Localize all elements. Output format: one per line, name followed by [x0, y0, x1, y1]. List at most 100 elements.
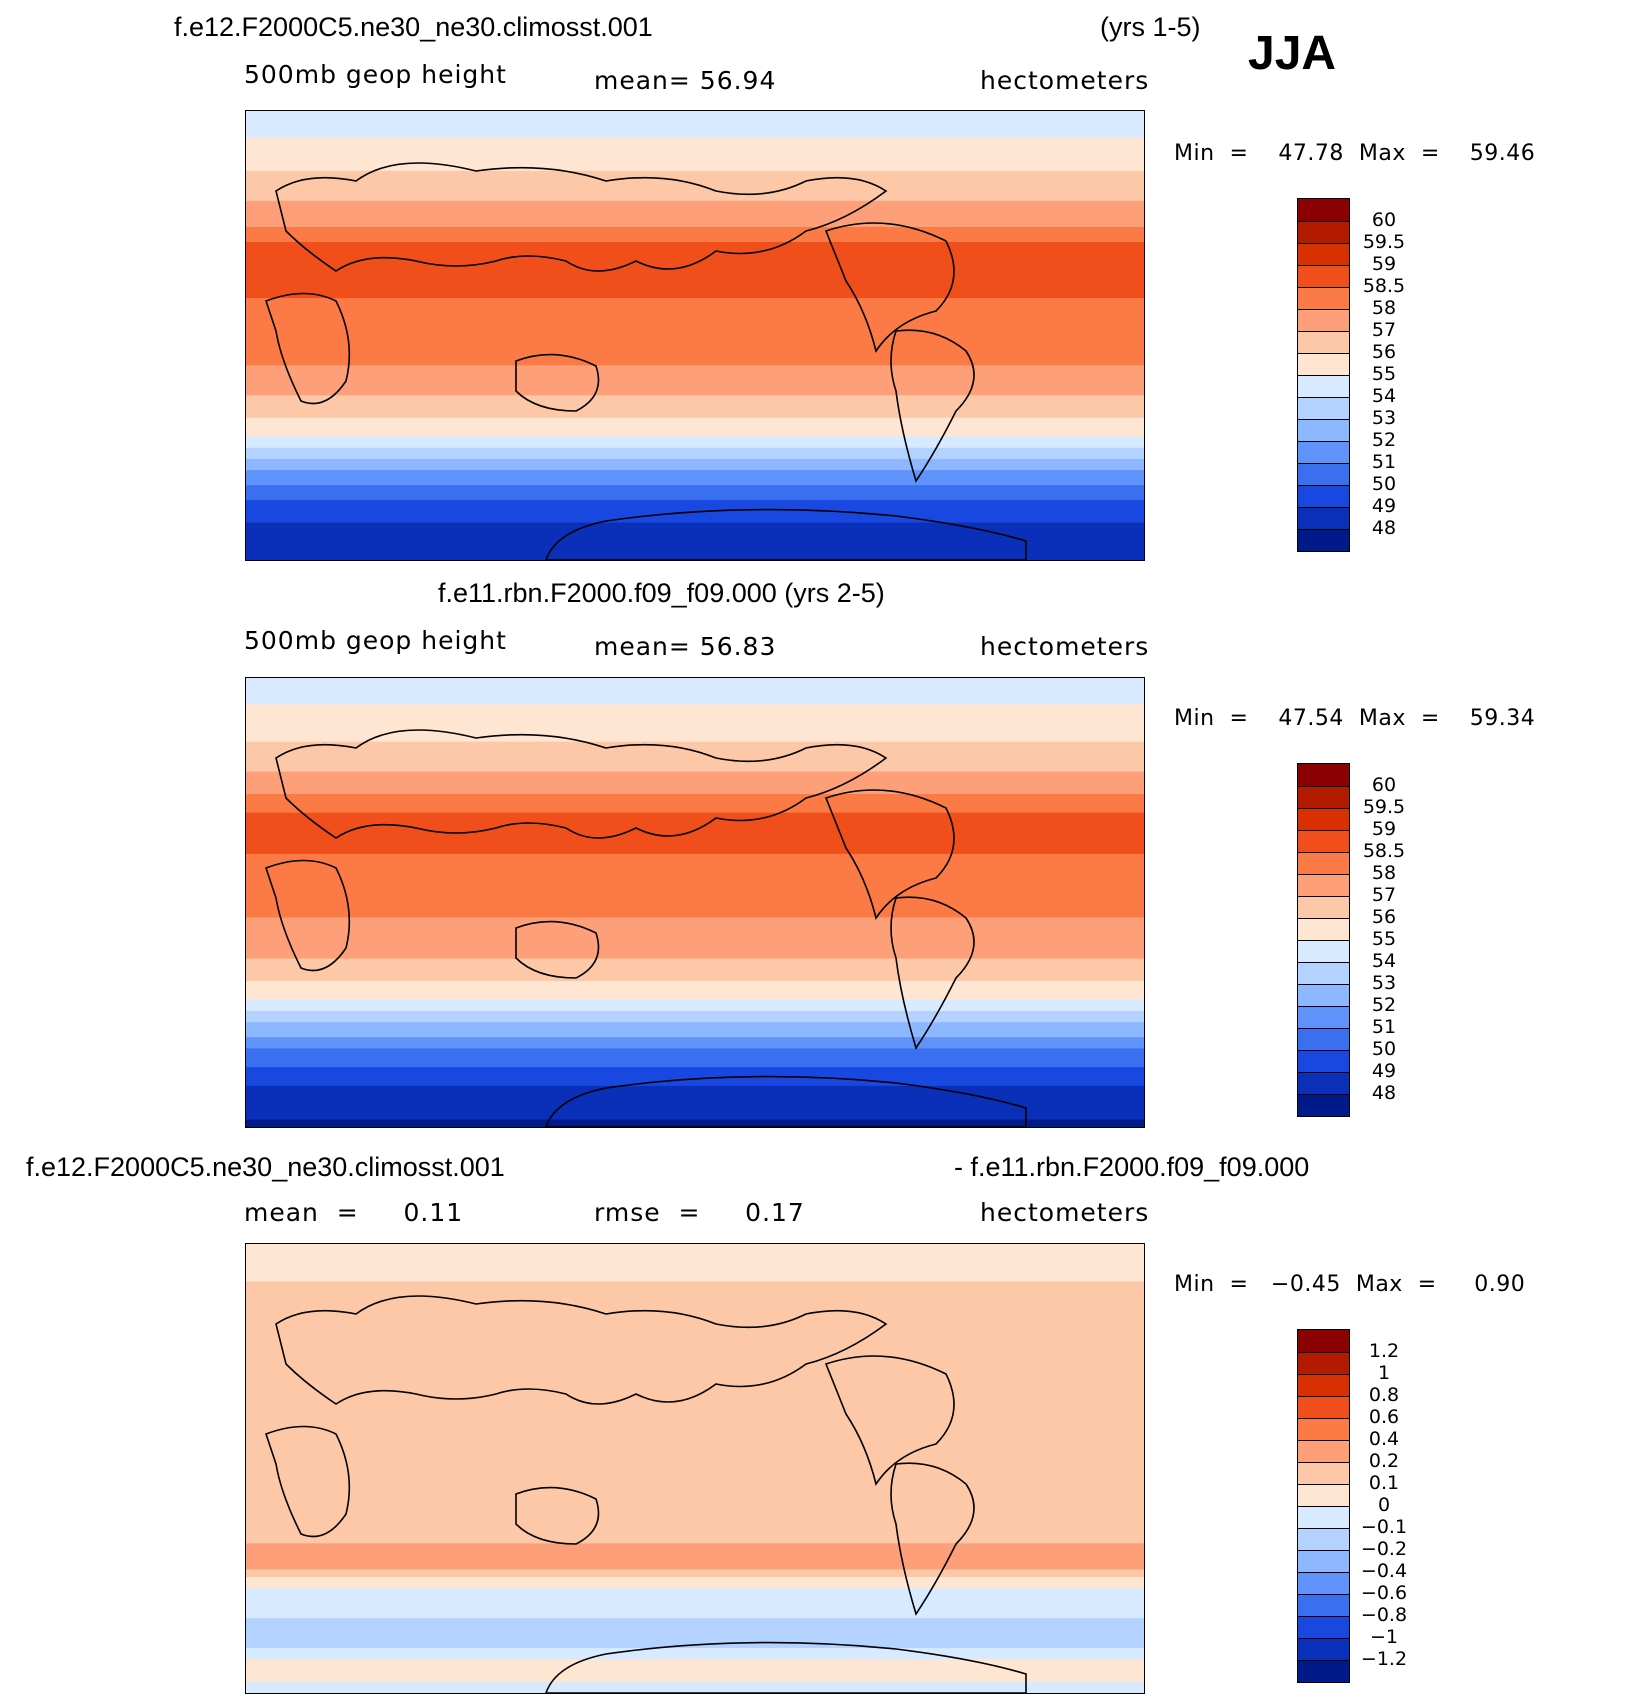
colorbar-cell — [1298, 1418, 1349, 1440]
zonal-band — [246, 125, 1144, 131]
panel3-minmax: Min = −0.45 Max = 0.90 — [1174, 1272, 1526, 1297]
zonal-band — [246, 1539, 1144, 1544]
zonal-band — [246, 782, 1144, 788]
zonal-band — [246, 1562, 1144, 1567]
zonal-band — [246, 556, 1144, 560]
colorbar-cell — [1298, 1616, 1349, 1638]
zonal-band — [246, 1040, 1144, 1046]
colorbar-cell — [1298, 874, 1349, 896]
zonal-band — [246, 1550, 1144, 1556]
zonal-band — [246, 1100, 1144, 1106]
zonal-band — [246, 1610, 1144, 1616]
zonal-band — [246, 1487, 1144, 1492]
panel1-colorbar — [1297, 198, 1350, 552]
zonal-band — [246, 921, 1144, 926]
zonal-band — [246, 1371, 1144, 1376]
zonal-band — [246, 294, 1144, 299]
zonal-band — [246, 958, 1144, 963]
zonal-band — [246, 1614, 1144, 1619]
colorbar-tick-label: 54 — [1371, 385, 1397, 407]
zonal-band — [246, 477, 1144, 483]
zonal-band — [246, 936, 1144, 941]
zonal-band — [246, 1625, 1144, 1630]
zonal-band — [246, 1663, 1144, 1668]
zonal-band — [246, 1434, 1144, 1440]
zonal-band — [246, 1408, 1144, 1413]
zonal-band — [246, 301, 1144, 307]
colorbar-cell — [1298, 1594, 1349, 1616]
colorbar-tick-label: 0.2 — [1368, 1450, 1400, 1472]
zonal-band — [246, 1251, 1144, 1256]
zonal-band — [246, 313, 1144, 318]
zonal-band — [246, 730, 1144, 735]
zonal-band — [246, 215, 1144, 221]
zonal-band — [246, 241, 1144, 247]
colorbar-tick-label: −0.6 — [1360, 1582, 1408, 1604]
zonal-band — [246, 342, 1144, 348]
zonal-band — [246, 174, 1144, 179]
panel3-rmse: rmse = 0.17 — [594, 1198, 805, 1227]
colorbar-tick-label: 57 — [1371, 884, 1397, 906]
colorbar-cell — [1298, 463, 1349, 485]
zonal-band — [246, 790, 1144, 795]
zonal-band — [246, 399, 1144, 404]
zonal-band — [246, 1288, 1144, 1294]
zonal-band — [246, 1543, 1144, 1548]
zonal-band — [246, 331, 1144, 337]
colorbar-tick-label: 58.5 — [1362, 840, 1406, 862]
zonal-band — [246, 1085, 1144, 1091]
colorbar-tick-label: −1 — [1369, 1626, 1398, 1648]
zonal-band — [246, 458, 1144, 464]
zonal-band — [246, 681, 1144, 687]
panel2-units: hectometers — [980, 632, 1150, 661]
colorbar-cell — [1298, 830, 1349, 852]
zonal-band — [246, 1277, 1144, 1283]
zonal-band — [246, 1033, 1144, 1038]
zonal-band — [246, 1577, 1144, 1582]
zonal-band — [246, 481, 1144, 486]
zonal-band — [246, 1509, 1144, 1514]
zonal-band — [246, 350, 1144, 355]
colorbar-tick-label: −0.1 — [1360, 1516, 1408, 1538]
zonal-band — [246, 823, 1144, 829]
colorbar-tick-label: 0 — [1377, 1494, 1391, 1516]
zonal-band — [246, 152, 1144, 157]
zonal-band — [246, 1603, 1144, 1608]
zonal-band — [246, 842, 1144, 847]
zonal-band — [246, 962, 1144, 967]
continent-outline — [890, 896, 975, 1050]
zonal-band — [246, 507, 1144, 512]
zonal-band — [246, 1449, 1144, 1455]
zonal-band — [246, 1330, 1144, 1335]
colorbar-tick-label: 51 — [1371, 1016, 1397, 1038]
colorbar-tick-label: 59 — [1371, 818, 1397, 840]
colorbar-cell — [1298, 764, 1349, 786]
zonal-band — [246, 906, 1144, 911]
zonal-band — [246, 320, 1144, 325]
colorbar-tick-label: 0.8 — [1368, 1384, 1400, 1406]
zonal-band — [246, 421, 1144, 426]
zonal-band — [246, 140, 1144, 146]
zonal-band — [246, 122, 1144, 127]
zonal-band — [246, 451, 1144, 456]
panel3-title-right: - f.e11.rbn.F2000.f09_f09.000 — [954, 1152, 1310, 1182]
zonal-band — [246, 1659, 1144, 1664]
zonal-band — [246, 928, 1144, 934]
zonal-band — [246, 1446, 1144, 1451]
continent-outline — [824, 789, 955, 920]
zonal-band — [246, 939, 1144, 945]
zonal-band — [246, 898, 1144, 904]
zonal-band — [246, 1453, 1144, 1458]
colorbar-cell — [1298, 309, 1349, 331]
zonal-band — [246, 891, 1144, 896]
zonal-band — [246, 835, 1144, 840]
panel2-minmax: Min = 47.54 Max = 59.34 — [1174, 706, 1536, 731]
colorbar-tick-label: −0.4 — [1360, 1560, 1408, 1582]
colorbar-cell — [1298, 896, 1349, 918]
zonal-band — [246, 286, 1144, 292]
zonal-band — [246, 249, 1144, 254]
zonal-band — [246, 1070, 1144, 1076]
zonal-band — [246, 1074, 1144, 1079]
zonal-band — [246, 954, 1144, 960]
zonal-band — [246, 977, 1144, 982]
